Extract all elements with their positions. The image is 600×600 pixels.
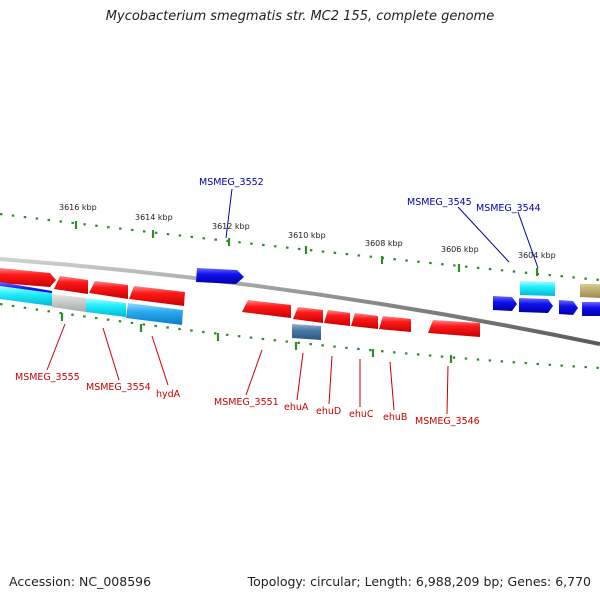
gene-arrow — [351, 313, 378, 329]
accession-label: Accession: NC_008596 — [9, 574, 152, 589]
outer-scale-arc — [0, 212, 600, 282]
gene-label[interactable]: MSMEG_3546 — [415, 416, 480, 427]
gene-label[interactable]: MSMEG_3545 — [407, 197, 472, 208]
gene-arrow — [129, 286, 185, 306]
outer-major-ticks — [74, 221, 539, 276]
gene-label[interactable]: MSMEG_3554 — [86, 382, 151, 393]
leader-line — [457, 206, 510, 263]
inner-major-ticks — [60, 313, 453, 363]
gene-arrow — [582, 302, 600, 316]
leader-line — [102, 327, 120, 381]
scale-label: 3614 kbp — [135, 213, 173, 222]
gene-arrow — [196, 268, 244, 284]
leader-line — [245, 349, 263, 396]
gene-arrow — [379, 316, 411, 332]
gene-label[interactable]: hydA — [156, 389, 181, 400]
reverse-strand-genes — [0, 276, 600, 340]
genome-summary: Topology: circular; Length: 6,988,209 bp… — [247, 574, 591, 589]
gene-label[interactable]: ehuB — [383, 412, 407, 423]
leader-line — [151, 335, 169, 386]
scale-label: 3616 kbp — [59, 203, 97, 212]
gene-label[interactable]: MSMEG_3544 — [476, 203, 541, 214]
scale-label: 3610 kbp — [288, 231, 326, 240]
leader-line — [46, 323, 66, 371]
gene-label[interactable]: MSMEG_3555 — [15, 372, 80, 383]
gene-arrow — [242, 300, 291, 318]
gene-arrow — [519, 298, 553, 313]
leader-line — [225, 188, 233, 239]
gene-label[interactable]: ehuA — [284, 402, 309, 413]
gene-label[interactable]: MSMEG_3552 — [199, 177, 264, 188]
reverse-gene-labels: MSMEG_3555 MSMEG_3554 hydA MSMEG_3551 eh… — [15, 372, 480, 427]
gene-label[interactable]: MSMEG_3551 — [214, 397, 279, 408]
gene-arrow — [520, 281, 555, 296]
forward-gene-labels: MSMEG_3552 MSMEG_3545 MSMEG_3544 — [199, 177, 541, 214]
leader-line — [296, 352, 304, 401]
leader-line — [517, 211, 539, 269]
gene-arrow — [0, 268, 56, 287]
inner-scale-arc — [0, 302, 600, 370]
gene-arrow — [126, 303, 183, 325]
leader-line — [328, 355, 333, 405]
scale-label: 3612 kbp — [212, 222, 250, 231]
gene-arrow — [52, 294, 86, 312]
map-title: Mycobacterium smegmatis str. MC2 155, co… — [105, 9, 495, 24]
leader-line — [446, 365, 449, 415]
gene-arrow — [54, 276, 88, 294]
genome-backbone — [0, 257, 600, 346]
gene-label[interactable]: ehuC — [349, 409, 374, 420]
reverse-leader-lines — [46, 323, 449, 415]
gene-arrow — [293, 307, 323, 323]
gene-arrow — [292, 324, 321, 340]
scale-label: 3608 kbp — [365, 239, 403, 248]
gene-arrow — [559, 300, 578, 315]
scale-label: 3606 kbp — [441, 245, 479, 254]
forward-strand-genes — [0, 268, 600, 300]
gene-arrow — [86, 298, 126, 317]
forward-leader-lines — [225, 188, 539, 269]
gene-arrow — [0, 286, 52, 306]
gene-arrow — [324, 310, 350, 326]
gene-arrow — [428, 320, 480, 337]
scale-label: 3604 kbp — [518, 251, 556, 260]
leader-line — [389, 361, 395, 411]
gene-arrow — [580, 284, 600, 298]
gene-arrow — [89, 281, 128, 299]
gene-arrow — [493, 296, 517, 311]
gene-label[interactable]: ehuD — [316, 406, 341, 417]
